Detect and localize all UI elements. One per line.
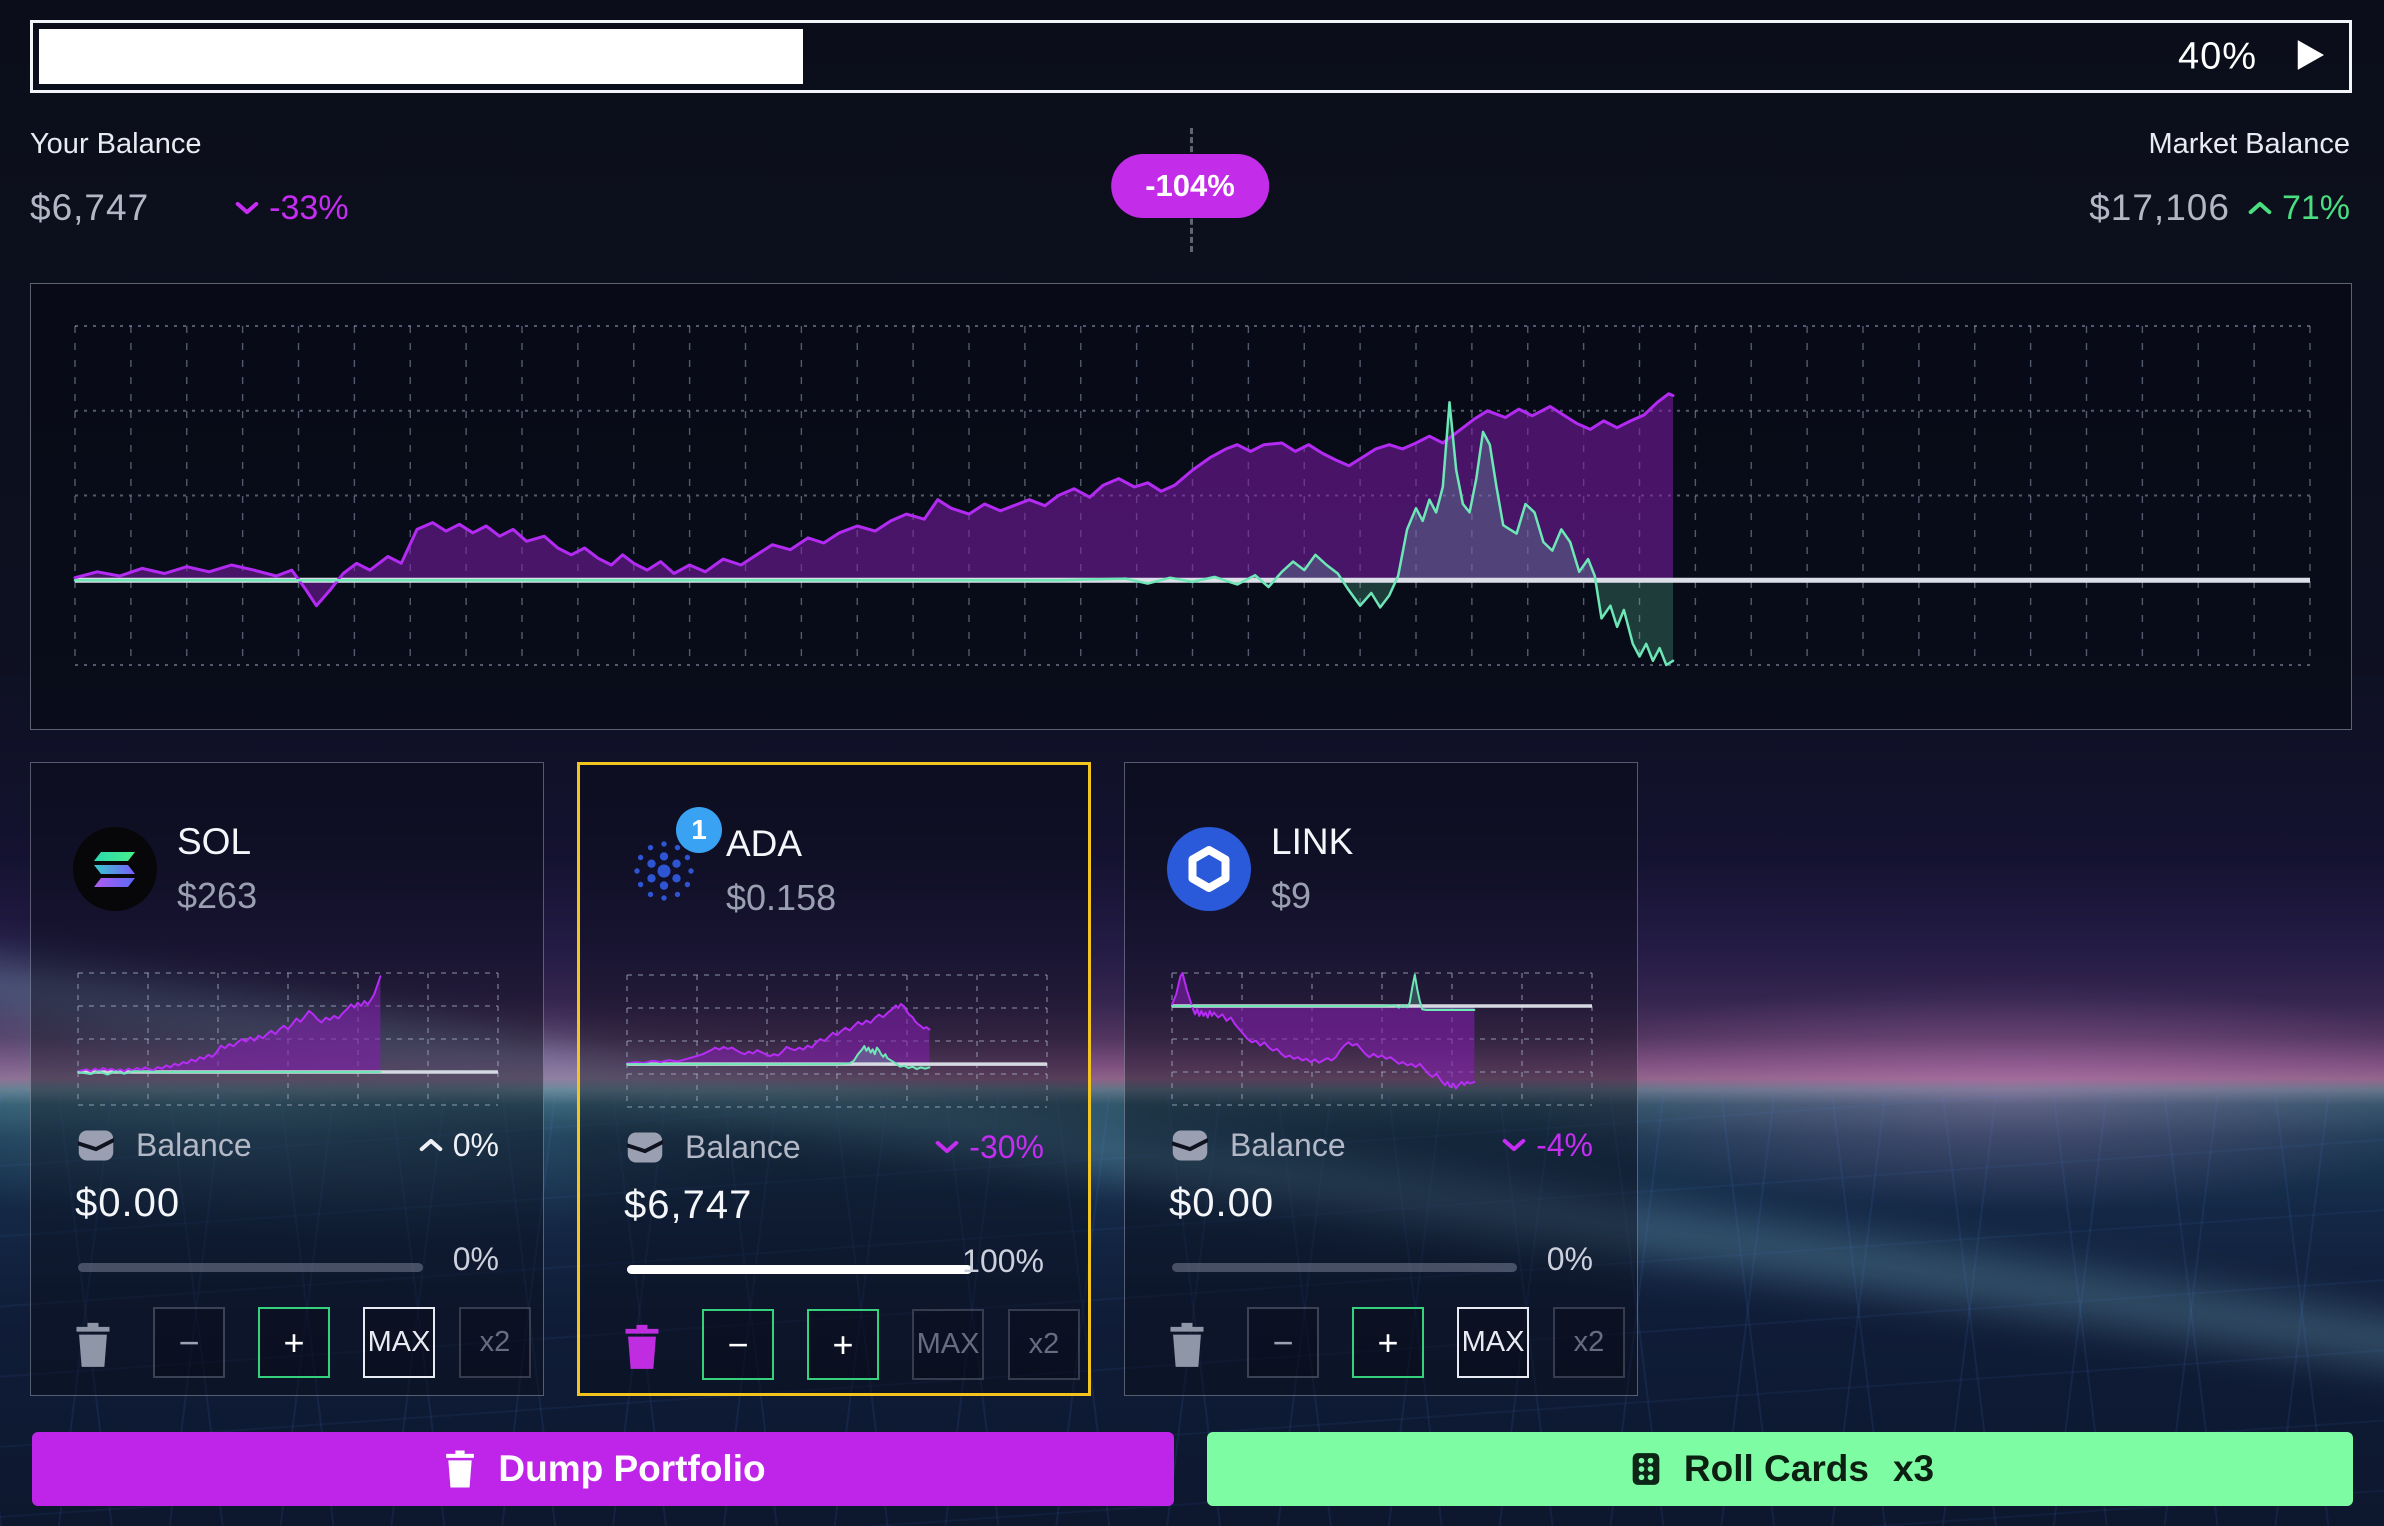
trash-icon xyxy=(446,1450,475,1488)
card-change: 0% xyxy=(417,1127,499,1164)
decrease-button[interactable]: − xyxy=(702,1309,774,1380)
wallet-icon xyxy=(624,1131,666,1163)
slider-percent: 0% xyxy=(1546,1241,1593,1277)
increase-button[interactable]: + xyxy=(258,1307,330,1378)
delta-pill: -104% xyxy=(1111,154,1269,218)
your-balance-value: $6,747 xyxy=(30,187,150,228)
link-coin-icon xyxy=(1167,827,1251,911)
increase-button[interactable]: + xyxy=(807,1309,879,1380)
card-price: $9 xyxy=(1271,875,1312,916)
balance-label: Balance xyxy=(1230,1126,1346,1163)
decrease-button[interactable]: − xyxy=(153,1307,225,1378)
your-balance-change: -33% xyxy=(233,189,349,228)
sell-slider[interactable] xyxy=(1172,1263,1517,1272)
your-balance-label: Your Balance xyxy=(30,128,202,160)
card-amount: $0.00 xyxy=(75,1181,181,1225)
ada-mini-chart xyxy=(626,974,1048,1108)
balance-label: Balance xyxy=(136,1126,252,1163)
trash-icon[interactable] xyxy=(71,1321,115,1369)
card-sol[interactable]: SOL $263 Balance 0% $0.00 0% − xyxy=(30,762,544,1396)
card-amount: $0.00 xyxy=(1169,1181,1275,1225)
sol-coin-icon xyxy=(73,827,157,911)
chevron-up-icon xyxy=(2248,201,2272,215)
slider-percent: 100% xyxy=(962,1243,1044,1279)
round-progress-bar: 40% xyxy=(30,20,2352,93)
sol-mini-chart xyxy=(77,972,499,1106)
card-controls: − + MAX x2 xyxy=(620,1309,1080,1381)
progress-fill xyxy=(39,29,804,84)
chevron-down-icon xyxy=(235,201,259,215)
max-button[interactable]: MAX xyxy=(912,1309,984,1380)
portfolio-chart xyxy=(73,325,2311,667)
card-count-badge: 1 xyxy=(676,807,722,853)
balance-header: Your Balance $6,747 -33% -104% Market Ba… xyxy=(30,122,2350,252)
chevron-up-icon xyxy=(419,1138,443,1152)
card-balance-row: Balance -30% xyxy=(624,1127,1044,1167)
card-controls: − + MAX x2 xyxy=(71,1307,531,1379)
card-price: $263 xyxy=(177,875,258,916)
card-link[interactable]: LINK $9 Balance -4% $0.00 0% − xyxy=(1124,762,1638,1396)
market-balance-change: 71% xyxy=(2246,189,2350,228)
wallet-icon xyxy=(1169,1129,1211,1161)
market-balance-label: Market Balance xyxy=(2148,128,2351,160)
progress-percent: 40% xyxy=(2177,35,2257,77)
card-change: -4% xyxy=(1500,1127,1593,1164)
x2-button[interactable]: x2 xyxy=(1553,1307,1625,1378)
card-ada[interactable]: 1 ADA $0.158 Balance xyxy=(577,762,1091,1396)
roll-cards-button[interactable]: Roll Cards x3 xyxy=(1207,1432,2353,1506)
market-balance-block: Market Balance $17,106 71% xyxy=(2089,128,2350,229)
ada-coin-icon xyxy=(622,829,706,913)
chevron-down-icon xyxy=(1502,1138,1526,1152)
action-bar: Dump Portfolio Roll Cards x3 xyxy=(32,1432,2353,1506)
link-mini-chart xyxy=(1171,972,1593,1106)
increase-button[interactable]: + xyxy=(1352,1307,1424,1378)
x2-button[interactable]: x2 xyxy=(459,1307,531,1378)
trash-icon[interactable] xyxy=(620,1323,664,1371)
trash-icon[interactable] xyxy=(1165,1321,1209,1369)
x2-button[interactable]: x2 xyxy=(1008,1309,1080,1380)
sell-slider[interactable] xyxy=(627,1265,972,1274)
card-amount: $6,747 xyxy=(624,1183,753,1227)
background-horizon-glow xyxy=(1311,930,2384,1260)
dump-portfolio-button[interactable]: Dump Portfolio xyxy=(32,1432,1174,1506)
play-icon[interactable] xyxy=(2289,34,2331,80)
card-symbol: SOL xyxy=(177,821,252,862)
card-balance-row: Balance -4% xyxy=(1169,1125,1593,1165)
card-balance-row: Balance 0% xyxy=(75,1125,499,1165)
market-balance-value: $17,106 xyxy=(2089,187,2230,228)
card-symbol: LINK xyxy=(1271,821,1354,862)
card-price: $0.158 xyxy=(726,877,837,918)
dice-icon xyxy=(1632,1453,1660,1485)
chevron-down-icon xyxy=(935,1140,959,1154)
wallet-icon xyxy=(75,1129,117,1161)
your-balance-block: Your Balance $6,747 -33% xyxy=(30,128,349,229)
card-controls: − + MAX x2 xyxy=(1165,1307,1625,1379)
card-symbol: ADA xyxy=(726,823,803,864)
max-button[interactable]: MAX xyxy=(363,1307,435,1378)
max-button[interactable]: MAX xyxy=(1457,1307,1529,1378)
sell-slider[interactable] xyxy=(78,1263,423,1272)
decrease-button[interactable]: − xyxy=(1247,1307,1319,1378)
portfolio-chart-panel xyxy=(30,283,2352,730)
balance-label: Balance xyxy=(685,1128,801,1165)
slider-percent: 0% xyxy=(452,1241,499,1277)
card-change: -30% xyxy=(933,1129,1044,1166)
